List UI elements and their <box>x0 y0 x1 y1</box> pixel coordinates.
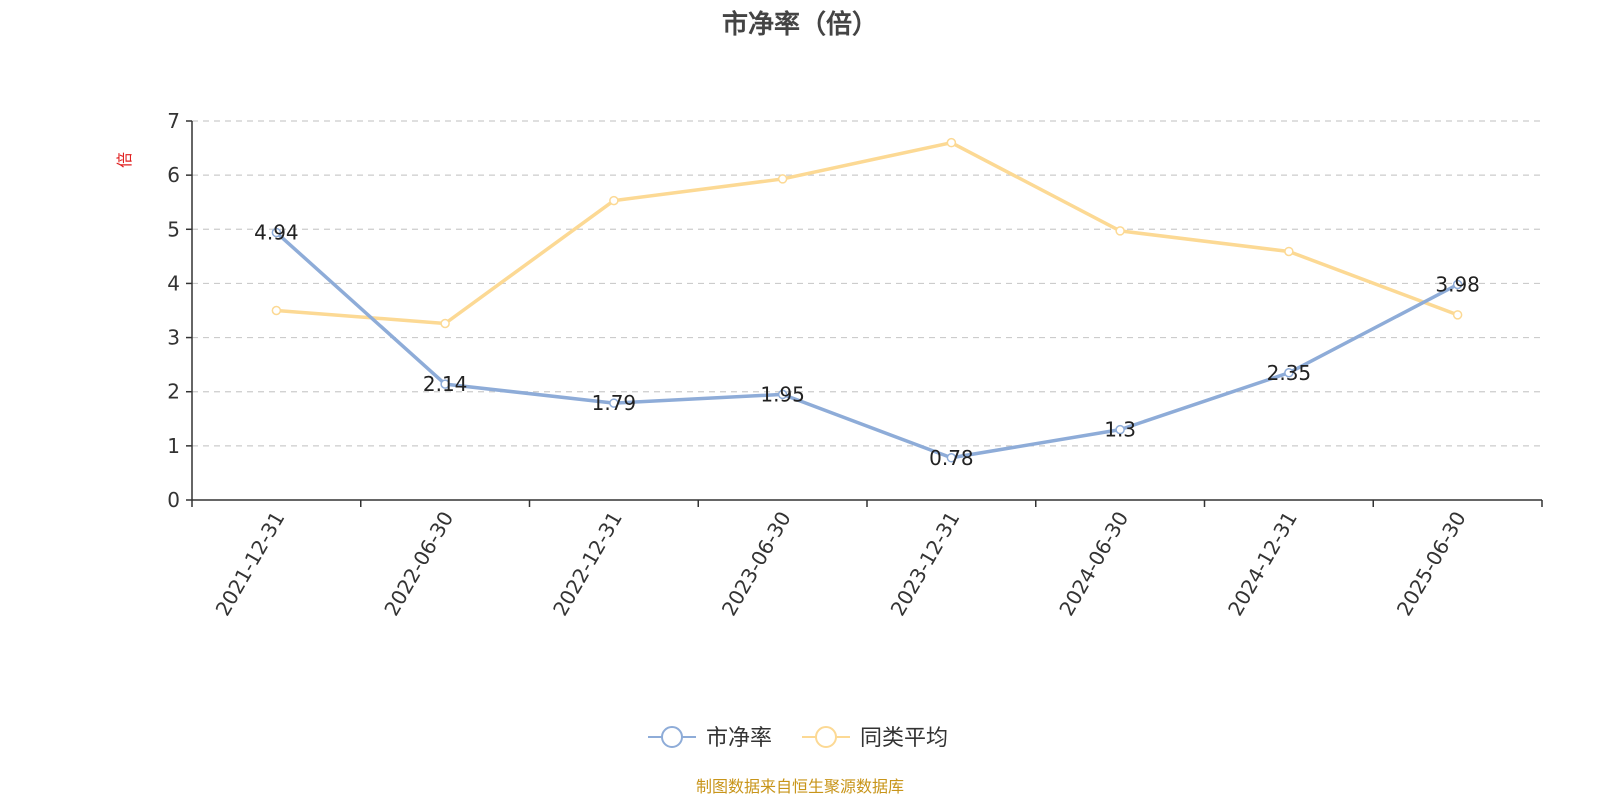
legend: 市净率 同类平均 <box>648 726 948 751</box>
data-point[interactable] <box>609 195 619 206</box>
y-tick-label: 7 <box>167 109 180 133</box>
y-tick-label: 1 <box>167 434 180 458</box>
data-point[interactable] <box>777 389 788 400</box>
x-tick-label: 2022-06-30 <box>379 507 458 620</box>
y-tick-label: 5 <box>167 217 180 241</box>
y-axis-unit: 倍 <box>115 152 134 168</box>
x-tick-label: 2024-12-31 <box>1223 507 1302 620</box>
legend-label: 同类平均 <box>860 726 948 751</box>
legend-marker <box>815 726 837 748</box>
data-point[interactable] <box>946 137 957 148</box>
data-point[interactable] <box>1284 246 1294 257</box>
y-tick-label: 0 <box>167 488 180 512</box>
data-point[interactable] <box>1452 279 1463 290</box>
chart-title: 市净率（倍） <box>722 9 878 40</box>
data-point[interactable] <box>946 453 957 463</box>
series-lines <box>271 137 1463 463</box>
y-tick-label: 2 <box>167 380 180 404</box>
legend-marker <box>661 726 683 748</box>
data-labels: 4.94 2.14 1.79 1.95 0.78 1.3 2.35 3.98 <box>254 221 1480 470</box>
x-tick-label: 2022-12-31 <box>548 507 627 620</box>
data-point[interactable] <box>777 174 788 184</box>
y-tick-label: 6 <box>167 163 180 187</box>
data-label: 1.95 <box>760 382 805 406</box>
x-tick-label: 2021-12-31 <box>211 507 290 620</box>
data-point[interactable] <box>271 305 282 316</box>
data-label: 3.98 <box>1435 273 1480 297</box>
data-label: 4.94 <box>254 221 299 245</box>
data-label: 1.3 <box>1104 418 1136 442</box>
y-tick-label: 3 <box>167 326 180 350</box>
axes: 0 1 2 3 4 5 6 7 2021-12-31 2022-06-30 2022-12-31 20… <box>167 109 1543 620</box>
data-point[interactable] <box>440 318 450 329</box>
data-point[interactable] <box>609 398 619 408</box>
gridlines <box>192 120 1542 447</box>
data-label: 1.79 <box>592 391 637 415</box>
data-label: 0.78 <box>929 446 974 470</box>
source-note: 制图数据来自恒生聚源数据库 <box>696 777 904 796</box>
series-line <box>275 231 1459 460</box>
series-line <box>276 140 1459 326</box>
legend-item[interactable]: 同类平均 <box>802 726 948 751</box>
x-tick-label: 2024-06-30 <box>1054 507 1133 620</box>
legend-item[interactable]: 市净率 <box>648 726 772 751</box>
data-label: 2.35 <box>1267 361 1312 385</box>
legend-label: 市净率 <box>706 726 772 751</box>
data-label: 2.14 <box>423 372 468 396</box>
data-point[interactable] <box>1284 368 1294 378</box>
data-point[interactable] <box>1115 424 1125 435</box>
data-point[interactable] <box>1452 310 1463 320</box>
x-tick-label: 2023-12-31 <box>886 507 965 620</box>
data-point[interactable] <box>440 379 450 389</box>
x-tick-label: 2023-06-30 <box>717 507 796 620</box>
data-point[interactable] <box>271 227 282 238</box>
data-point[interactable] <box>1115 226 1125 236</box>
y-tick-label: 4 <box>167 271 180 295</box>
x-tick-label: 2025-06-30 <box>1392 507 1471 620</box>
